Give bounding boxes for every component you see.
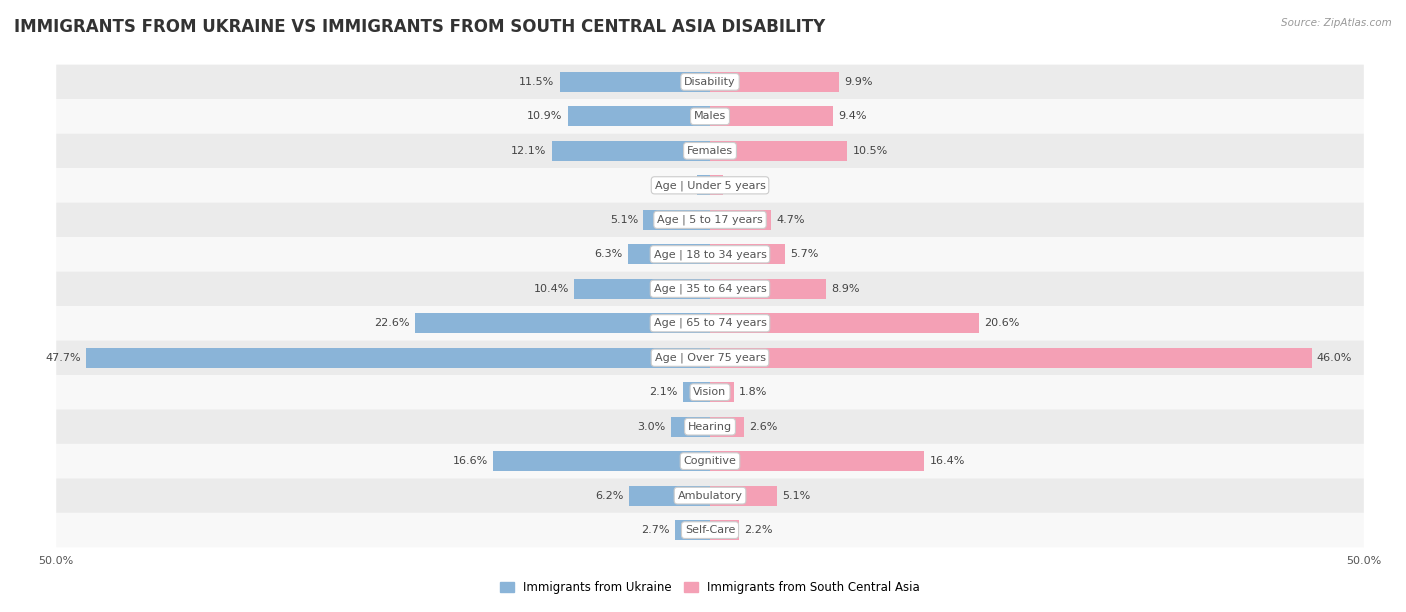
Text: Disability: Disability [685, 77, 735, 87]
Bar [710, 244, 785, 264]
Text: 1.0%: 1.0% [664, 181, 692, 190]
Text: Age | 18 to 34 years: Age | 18 to 34 years [654, 249, 766, 259]
Bar [710, 210, 772, 230]
Text: 6.2%: 6.2% [595, 491, 624, 501]
Text: 5.1%: 5.1% [610, 215, 638, 225]
Text: IMMIGRANTS FROM UKRAINE VS IMMIGRANTS FROM SOUTH CENTRAL ASIA DISABILITY: IMMIGRANTS FROM UKRAINE VS IMMIGRANTS FR… [14, 18, 825, 36]
Text: 1.0%: 1.0% [728, 181, 756, 190]
FancyBboxPatch shape [56, 444, 1364, 479]
Text: Age | 65 to 74 years: Age | 65 to 74 years [654, 318, 766, 329]
Text: 8.9%: 8.9% [831, 284, 860, 294]
Bar [710, 72, 839, 92]
FancyBboxPatch shape [56, 133, 1364, 168]
Text: 5.1%: 5.1% [782, 491, 810, 501]
Text: 10.4%: 10.4% [533, 284, 569, 294]
Text: 2.1%: 2.1% [650, 387, 678, 397]
Bar [710, 141, 848, 161]
Text: Age | 35 to 64 years: Age | 35 to 64 years [654, 283, 766, 294]
Text: 12.1%: 12.1% [512, 146, 547, 156]
Text: 6.3%: 6.3% [595, 249, 623, 259]
Text: 2.2%: 2.2% [744, 525, 772, 535]
Text: 2.7%: 2.7% [641, 525, 669, 535]
FancyBboxPatch shape [56, 272, 1364, 306]
Text: 47.7%: 47.7% [45, 353, 82, 363]
Text: 11.5%: 11.5% [519, 77, 554, 87]
Bar [628, 486, 710, 506]
Bar [710, 486, 776, 506]
Bar [682, 382, 710, 402]
FancyBboxPatch shape [56, 168, 1364, 203]
Bar [675, 520, 710, 540]
Text: Source: ZipAtlas.com: Source: ZipAtlas.com [1281, 18, 1392, 28]
Bar [710, 451, 925, 471]
Text: 10.9%: 10.9% [527, 111, 562, 121]
FancyBboxPatch shape [56, 375, 1364, 409]
Bar [710, 348, 1312, 368]
Bar [710, 417, 744, 437]
Bar [494, 451, 710, 471]
FancyBboxPatch shape [56, 409, 1364, 444]
Text: 2.6%: 2.6% [749, 422, 778, 431]
FancyBboxPatch shape [56, 99, 1364, 133]
FancyBboxPatch shape [56, 479, 1364, 513]
Text: Self-Care: Self-Care [685, 525, 735, 535]
Text: Vision: Vision [693, 387, 727, 397]
Text: 9.9%: 9.9% [845, 77, 873, 87]
Bar [560, 72, 710, 92]
Bar [644, 210, 710, 230]
Text: 4.7%: 4.7% [776, 215, 806, 225]
Bar [697, 175, 710, 195]
Legend: Immigrants from Ukraine, Immigrants from South Central Asia: Immigrants from Ukraine, Immigrants from… [495, 577, 925, 599]
Text: 1.8%: 1.8% [738, 387, 768, 397]
Bar [710, 382, 734, 402]
FancyBboxPatch shape [56, 340, 1364, 375]
Bar [86, 348, 710, 368]
Bar [710, 278, 827, 299]
Bar [551, 141, 710, 161]
Text: 46.0%: 46.0% [1317, 353, 1353, 363]
FancyBboxPatch shape [56, 237, 1364, 272]
Text: Females: Females [688, 146, 733, 156]
Text: Hearing: Hearing [688, 422, 733, 431]
Bar [710, 106, 832, 126]
Bar [710, 313, 980, 334]
Text: Cognitive: Cognitive [683, 456, 737, 466]
FancyBboxPatch shape [56, 306, 1364, 340]
Bar [574, 278, 710, 299]
Bar [671, 417, 710, 437]
FancyBboxPatch shape [56, 65, 1364, 99]
Text: Age | Over 75 years: Age | Over 75 years [655, 353, 765, 363]
Bar [415, 313, 710, 334]
Text: 10.5%: 10.5% [852, 146, 887, 156]
Text: 3.0%: 3.0% [637, 422, 665, 431]
Text: Age | 5 to 17 years: Age | 5 to 17 years [657, 215, 763, 225]
Text: 22.6%: 22.6% [374, 318, 409, 328]
Text: Age | Under 5 years: Age | Under 5 years [655, 180, 765, 190]
FancyBboxPatch shape [56, 513, 1364, 547]
Text: 16.4%: 16.4% [929, 456, 965, 466]
Text: 9.4%: 9.4% [838, 111, 866, 121]
Bar [710, 520, 738, 540]
Text: 20.6%: 20.6% [984, 318, 1019, 328]
Bar [627, 244, 710, 264]
Text: 5.7%: 5.7% [790, 249, 818, 259]
FancyBboxPatch shape [56, 203, 1364, 237]
Bar [568, 106, 710, 126]
Text: Males: Males [695, 111, 725, 121]
Text: 16.6%: 16.6% [453, 456, 488, 466]
Text: Ambulatory: Ambulatory [678, 491, 742, 501]
Bar [710, 175, 723, 195]
